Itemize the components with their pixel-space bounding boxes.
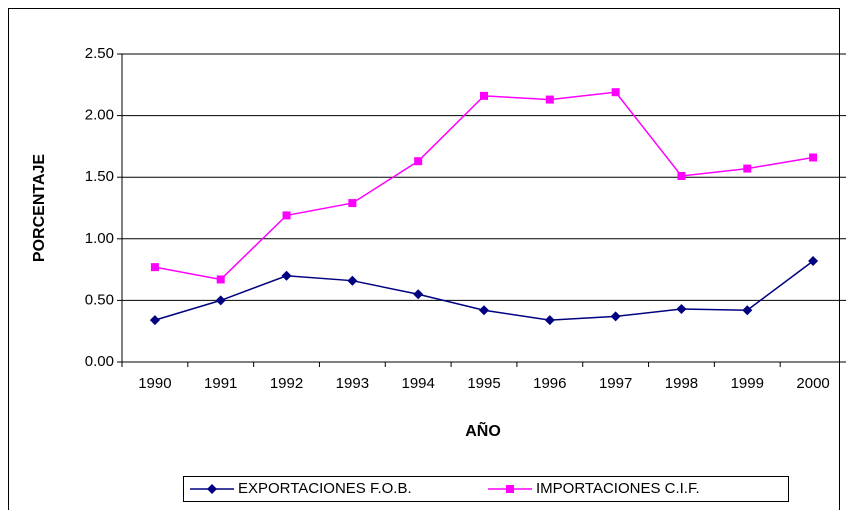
data-point bbox=[216, 275, 225, 284]
x-tick-label: 1998 bbox=[665, 375, 698, 392]
x-tick-label: 1995 bbox=[467, 375, 500, 392]
y-tick-label: 1.00 bbox=[85, 230, 114, 247]
data-point bbox=[677, 171, 686, 180]
x-tick-label: 1992 bbox=[270, 375, 303, 392]
data-point bbox=[479, 305, 489, 316]
y-tick-label: 2.50 bbox=[85, 45, 114, 62]
data-point bbox=[282, 211, 291, 220]
data-point bbox=[281, 270, 292, 281]
x-tick-label: 1990 bbox=[138, 375, 171, 392]
data-point bbox=[742, 305, 753, 316]
x-axis-label: AÑO bbox=[465, 420, 501, 440]
y-tick-label: 2.00 bbox=[85, 107, 114, 124]
data-point bbox=[808, 255, 819, 266]
legend-label: IMPORTACIONES C.I.F. bbox=[536, 480, 700, 497]
y-tick-label: 0.50 bbox=[85, 291, 114, 308]
data-point bbox=[347, 275, 358, 286]
x-tick-label: 1996 bbox=[533, 375, 566, 392]
data-point bbox=[348, 199, 357, 208]
x-tick-label: 1999 bbox=[731, 375, 764, 392]
data-point bbox=[150, 263, 159, 272]
x-tick-label: 1991 bbox=[204, 375, 237, 392]
x-tick-label: 1994 bbox=[401, 375, 434, 392]
data-point bbox=[544, 315, 555, 326]
data-point bbox=[611, 88, 620, 97]
data-point bbox=[480, 91, 488, 100]
legend-box bbox=[183, 476, 789, 502]
legend-label: EXPORTACIONES F.O.B. bbox=[238, 480, 412, 497]
data-point bbox=[414, 157, 423, 166]
data-point bbox=[743, 164, 752, 173]
data-point bbox=[149, 315, 160, 326]
legend-marker bbox=[207, 484, 217, 494]
x-tick-label: 1993 bbox=[336, 375, 369, 392]
data-point bbox=[413, 289, 424, 300]
data-point bbox=[676, 304, 687, 315]
x-tick-label: 1997 bbox=[599, 375, 632, 392]
data-point bbox=[610, 311, 621, 322]
legend-marker bbox=[506, 485, 514, 493]
y-tick-label: 0.00 bbox=[85, 353, 114, 370]
x-tick-label: 2000 bbox=[796, 375, 829, 392]
y-tick-label: 1.50 bbox=[85, 168, 114, 185]
data-point bbox=[215, 295, 226, 306]
data-point bbox=[545, 95, 554, 104]
chart-border bbox=[8, 8, 840, 510]
data-point bbox=[809, 153, 818, 162]
y-axis-label: PORCENTAJE bbox=[31, 154, 48, 262]
